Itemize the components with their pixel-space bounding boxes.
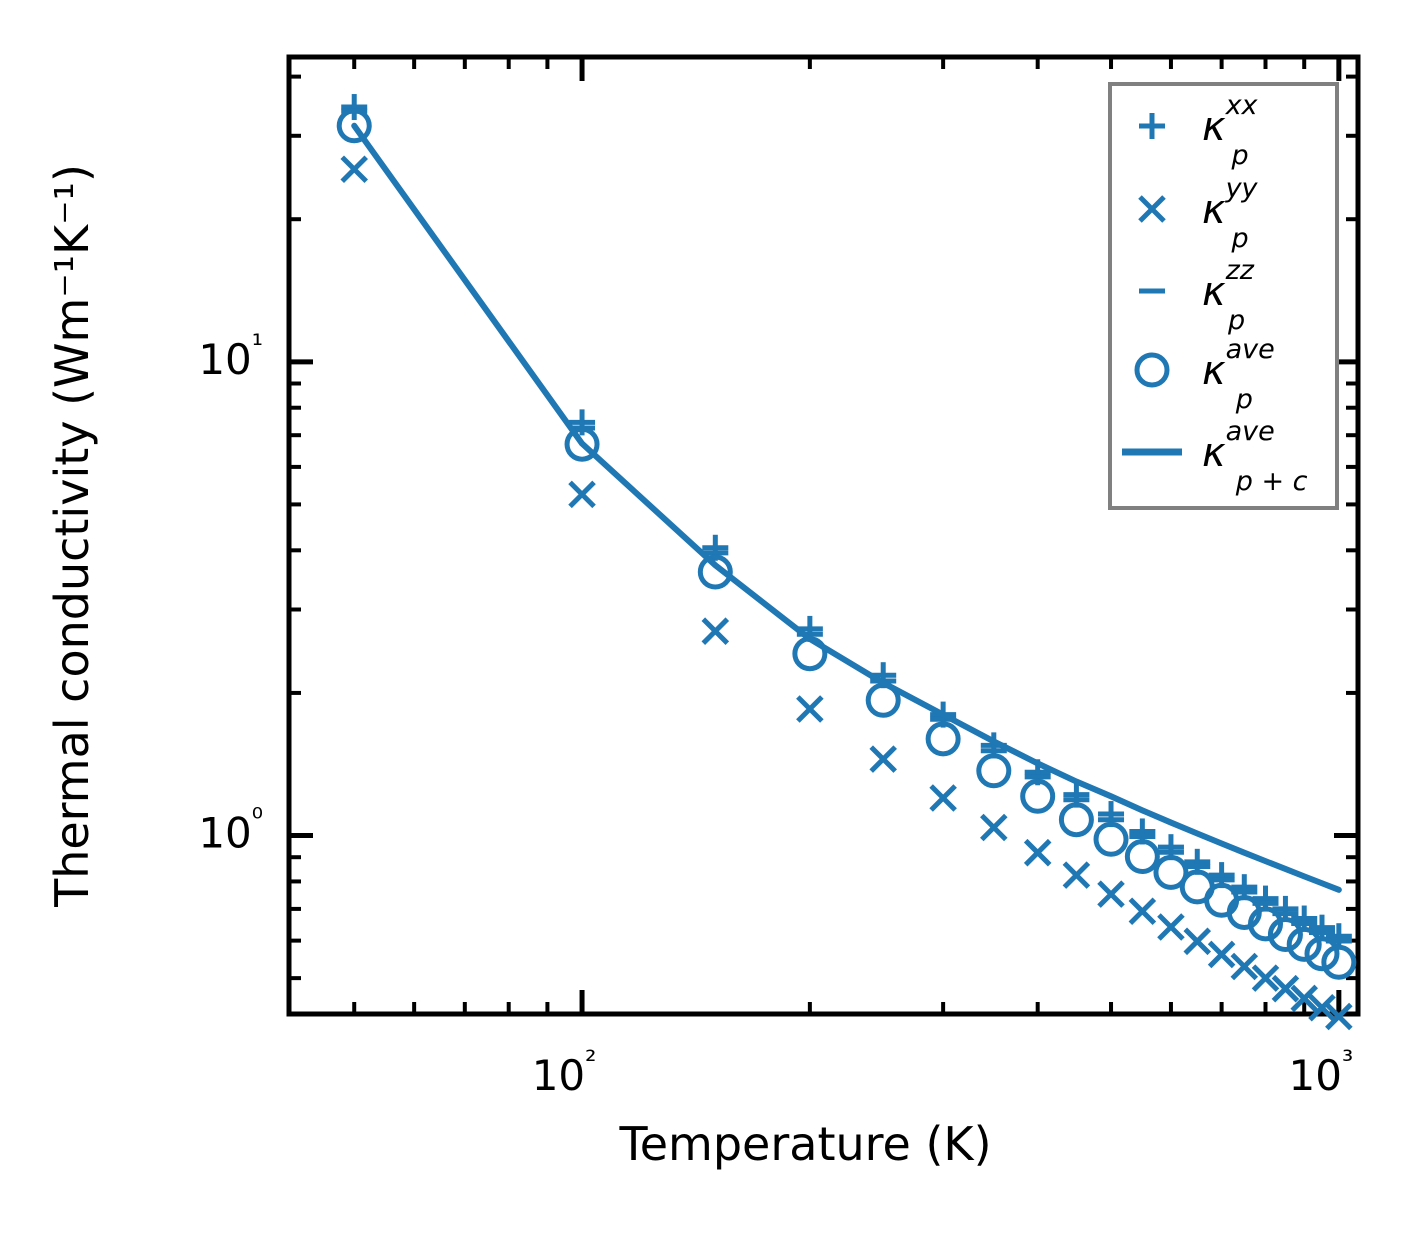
data-point-cross — [1271, 974, 1300, 1003]
legend-entry-label: κxx p — [1202, 90, 1259, 171]
data-point-circle — [564, 426, 600, 462]
data-point-circle — [1286, 926, 1322, 962]
data-point-cross — [1157, 913, 1185, 941]
major-tick-marks — [289, 57, 1358, 1014]
data-point-circle — [697, 554, 733, 590]
tick-label: 10² — [532, 1044, 597, 1100]
axis-titles: Temperature (K) Thermal conductivity (Wm⁻… — [45, 164, 992, 1171]
legend-entry-2[interactable]: κzz p — [1139, 255, 1255, 336]
legend-marker-circle — [1134, 352, 1170, 388]
legend-entry-label: κave p + c — [1202, 416, 1308, 497]
tick-label: 10⁰ — [198, 802, 263, 858]
data-point-cross — [1128, 897, 1157, 926]
tick-label: 10¹ — [198, 328, 263, 384]
data-point-circle — [976, 753, 1012, 789]
data-point-cross — [869, 745, 897, 773]
legend-marker-cross — [1138, 195, 1166, 223]
data-point-cross — [1062, 861, 1091, 889]
data-point-circle — [1058, 802, 1094, 838]
data-markers — [336, 94, 1357, 1031]
legend-entry-3[interactable]: κave p — [1134, 334, 1275, 415]
legend-entry-label: κave p — [1202, 334, 1275, 415]
tick-label: 10³ — [1289, 1044, 1354, 1100]
legend-entry-label: κzz p — [1202, 255, 1255, 336]
data-point-cross — [1183, 927, 1212, 956]
data-point-circle — [1304, 936, 1340, 972]
data-point-cross — [1308, 993, 1336, 1022]
data-point-cross — [980, 813, 1008, 842]
data-point-cross — [1230, 952, 1259, 981]
y-axis-title: Thermal conductivity (Wm⁻¹K⁻¹) — [45, 164, 99, 908]
legend-entry-label: κyy p — [1202, 173, 1259, 254]
series-line — [351, 122, 1342, 893]
data-point-cross — [701, 617, 730, 645]
series-kappa_p_yy — [340, 155, 1353, 1031]
data-point-cross — [340, 155, 368, 183]
data-point-cross — [1207, 940, 1236, 969]
data-point-cross — [1325, 1002, 1353, 1031]
data-point-circle — [1020, 778, 1056, 814]
data-point-circle — [925, 721, 961, 757]
data-point-cross — [796, 695, 824, 723]
legend-entry-4[interactable]: κave p + c — [1122, 416, 1308, 497]
data-point-circle — [1248, 906, 1284, 942]
data-point-circle — [1267, 917, 1303, 953]
data-point-cross — [1290, 984, 1318, 1013]
x-axis-title: Temperature (K) — [618, 1117, 991, 1171]
legend-entry-1[interactable]: κyy p — [1138, 173, 1259, 254]
series-kappa_p_plus_c_ave — [351, 122, 1342, 893]
axes-spine — [286, 54, 1361, 1017]
tick-labels: 10² 10³ 10¹ 10⁰ — [198, 328, 1353, 1100]
data-point-cross — [1097, 880, 1125, 908]
data-point-cross — [929, 784, 957, 812]
legend-box — [1108, 82, 1339, 510]
data-point-circle — [1124, 839, 1160, 875]
data-point-cross — [1251, 964, 1280, 992]
data-point-circle — [1093, 821, 1129, 857]
data-point-circle — [336, 108, 372, 144]
series-kappa_p_ave — [336, 108, 1357, 980]
data-point-circle — [1321, 944, 1357, 980]
plot-frame — [286, 54, 1361, 1017]
data-point-cross — [1023, 838, 1052, 867]
data-point-circle — [1153, 854, 1189, 890]
legend-entry-0[interactable]: κxx p — [1139, 90, 1259, 171]
data-point-cross — [568, 480, 596, 509]
